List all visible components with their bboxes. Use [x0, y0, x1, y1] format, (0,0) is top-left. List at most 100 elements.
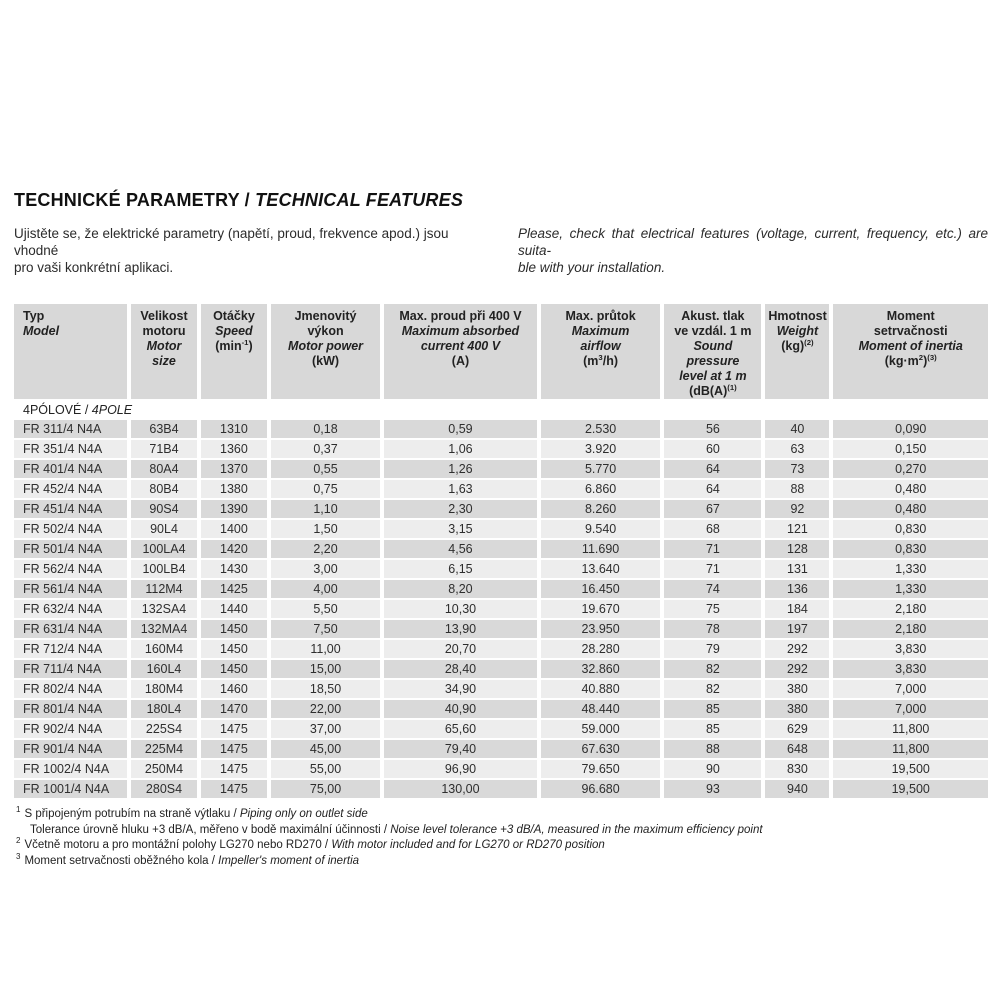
- footnote-text-cz: Moment setrvačnosti oběžného kola: [24, 854, 209, 867]
- table-cell: 0,090: [833, 420, 988, 438]
- table-cell: FR 501/4 N4A: [14, 540, 128, 558]
- table-cell: 60: [664, 440, 762, 458]
- intro-en-line2: ble with your installation.: [518, 260, 666, 275]
- table-cell: 1450: [200, 620, 267, 638]
- table-cell: 1,10: [270, 500, 381, 518]
- table-cell: 2,180: [833, 620, 988, 638]
- col-header-hmotnost-weight: Hmotnost Weight (kg)(2): [765, 304, 830, 399]
- table-row: FR 451/4 N4A 90S4 1390 1,10 2,30 8.260 67 92 0,4…: [14, 500, 988, 518]
- footnote-separator: /: [208, 854, 219, 867]
- intro-cz-line1: Ujistěte se, že elektrické parametry (na…: [14, 226, 449, 258]
- table-cell: 1460: [200, 680, 267, 698]
- table-cell: 1380: [200, 480, 267, 498]
- table-cell: 48.440: [540, 700, 661, 718]
- table-cell: 55,00: [270, 760, 381, 778]
- table-cell: 79,40: [384, 740, 537, 758]
- table-cell: FR 311/4 N4A: [14, 420, 128, 438]
- table-cell: 40: [765, 420, 830, 438]
- table-cell: 4,00: [270, 580, 381, 598]
- footnote-line: Tolerance úrovně hluku +3 dB/A, měřeno v…: [14, 823, 988, 839]
- section-row-4pole: 4PÓLOVÉ / 4POLE: [14, 401, 988, 418]
- table-cell: 40,90: [384, 700, 537, 718]
- table-cell: 5,50: [270, 600, 381, 618]
- table-cell: FR 801/4 N4A: [14, 700, 128, 718]
- page-title-en: TECHNICAL FEATURES: [255, 190, 464, 210]
- table-cell: FR 451/4 N4A: [14, 500, 128, 518]
- table-cell: 11,800: [833, 740, 988, 758]
- table-cell: 45,00: [270, 740, 381, 758]
- intro-section: Ujistěte se, že elektrické parametry (na…: [14, 225, 988, 276]
- page-title-separator: /: [239, 190, 256, 210]
- table-cell: 1450: [200, 640, 267, 658]
- table-cell: 1475: [200, 780, 267, 798]
- table-row: FR 631/4 N4A 132MA4 1450 7,50 13,90 23.950 78 1…: [14, 620, 988, 638]
- table-cell: 80A4: [131, 460, 197, 478]
- table-cell: 67.630: [540, 740, 661, 758]
- table-cell: 160M4: [131, 640, 197, 658]
- table-cell: 80B4: [131, 480, 197, 498]
- table-cell: 6,15: [384, 560, 537, 578]
- technical-features-table: Typ Model Velikost motoru Motor size Otáčky Spe…: [10, 302, 992, 800]
- table-cell: 85: [664, 700, 762, 718]
- table-cell: 2,180: [833, 600, 988, 618]
- table-cell: 96,90: [384, 760, 537, 778]
- footnote-text-en: Noise level tolerance +3 dB/A, measured …: [390, 823, 763, 836]
- footnote-separator: /: [230, 808, 240, 820]
- table-cell: FR 562/4 N4A: [14, 560, 128, 578]
- table-cell: 78: [664, 620, 762, 638]
- table-cell: 0,830: [833, 520, 988, 538]
- table-cell: 1475: [200, 760, 267, 778]
- table-row: FR 632/4 N4A 132SA4 1440 5,50 10,30 19.670 75 1…: [14, 600, 988, 618]
- table-cell: 940: [765, 780, 830, 798]
- table-cell: 75: [664, 600, 762, 618]
- table-cell: 0,18: [270, 420, 381, 438]
- table-cell: 0,830: [833, 540, 988, 558]
- table-cell: 1370: [200, 460, 267, 478]
- table-cell: FR 802/4 N4A: [14, 680, 128, 698]
- table-cell: 136: [765, 580, 830, 598]
- table-cell: 0,75: [270, 480, 381, 498]
- table-cell: FR 561/4 N4A: [14, 580, 128, 598]
- table-cell: 88: [765, 480, 830, 498]
- table-cell: 1400: [200, 520, 267, 538]
- table-cell: 0,55: [270, 460, 381, 478]
- intro-paragraph-en: Please, check that electrical features (…: [518, 225, 988, 276]
- table-cell: 32.860: [540, 660, 661, 678]
- table-cell: 197: [765, 620, 830, 638]
- table-cell: 13,90: [384, 620, 537, 638]
- table-row: FR 801/4 N4A 180L4 1470 22,00 40,90 48.440 85 3…: [14, 700, 988, 718]
- table-cell: 22,00: [270, 700, 381, 718]
- table-cell: 3.920: [540, 440, 661, 458]
- col-header-typ-model: Typ Model: [14, 304, 128, 399]
- table-row: FR 802/4 N4A 180M4 1460 18,50 34,90 40.880 82 3…: [14, 680, 988, 698]
- table-cell: 82: [664, 660, 762, 678]
- table-cell: 131: [765, 560, 830, 578]
- table-cell: 380: [765, 700, 830, 718]
- table-cell: 11.690: [540, 540, 661, 558]
- section-label-en: 4POLE: [91, 402, 133, 417]
- table-cell: 1390: [200, 500, 267, 518]
- table-cell: 1475: [200, 740, 267, 758]
- table-row: FR 712/4 N4A 160M4 1450 11,00 20,70 28.280 79 2…: [14, 640, 988, 658]
- table-cell: 380: [765, 680, 830, 698]
- table-cell: 160L4: [131, 660, 197, 678]
- table-cell: 225M4: [131, 740, 197, 758]
- table-cell: 37,00: [270, 720, 381, 738]
- table-cell: 250M4: [131, 760, 197, 778]
- col-header-max-proud: Max. proud při 400 V Maximum absorbed curr…: [384, 304, 537, 399]
- table-cell: 90S4: [131, 500, 197, 518]
- table-cell: 19,500: [833, 760, 988, 778]
- table-cell: 1430: [200, 560, 267, 578]
- table-row: FR 902/4 N4A 225S4 1475 37,00 65,60 59.000 85 6…: [14, 720, 988, 738]
- table-cell: 28.280: [540, 640, 661, 658]
- table-cell: 93: [664, 780, 762, 798]
- table-cell: 128: [765, 540, 830, 558]
- table-cell: 1,330: [833, 580, 988, 598]
- intro-en-line1: Please, check that electrical features (…: [518, 226, 988, 258]
- table-cell: 71: [664, 540, 762, 558]
- section-label-separator: /: [81, 402, 92, 417]
- table-cell: 92: [765, 500, 830, 518]
- section-label-cz: 4PÓLOVÉ: [23, 402, 82, 417]
- col-header-otacky-speed: Otáčky Speed (min-1): [200, 304, 267, 399]
